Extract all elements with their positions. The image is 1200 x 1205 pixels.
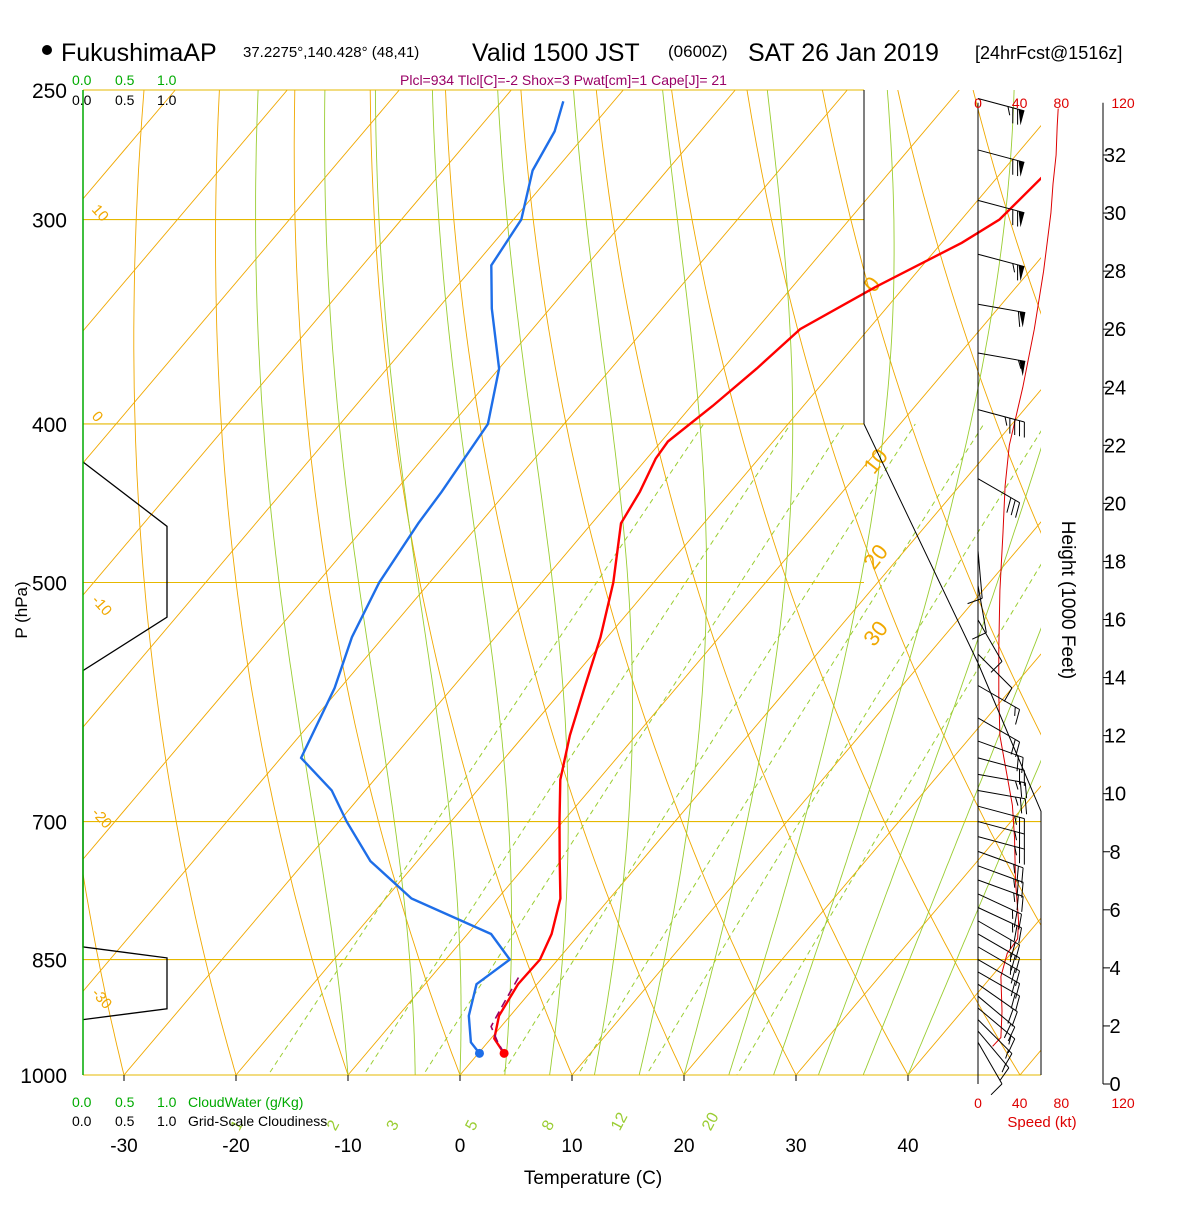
temperature-tick-label: -20 — [222, 1136, 249, 1157]
speed-tick-label: 80 — [1054, 95, 1070, 111]
surface-dewpoint-dot — [475, 1049, 484, 1058]
temperature-tick-label: -30 — [110, 1136, 137, 1157]
speed-tick-label: 120 — [1111, 1095, 1135, 1111]
height-tick-label: 26 — [1104, 319, 1126, 341]
wind-barb-feather — [1015, 707, 1016, 716]
height-tick-label: 12 — [1104, 726, 1126, 748]
speed-tick-label: 0 — [974, 95, 982, 111]
height-tick-label: 20 — [1104, 493, 1126, 515]
height-tick-label: 4 — [1109, 958, 1120, 980]
speed-tick-label: 120 — [1111, 95, 1135, 111]
cloudiness-tick-label: 1.0 — [157, 1113, 177, 1129]
height-tick-label: 24 — [1104, 377, 1126, 399]
stability-indices: Plcl=934 Tlcl[C]=-2 Shox=3 Pwat[cm]=1 Ca… — [400, 72, 727, 88]
temperature-tick-label: 30 — [785, 1136, 806, 1157]
cloudiness-tick-label: 0.5 — [115, 1113, 135, 1129]
height-tick-label: 8 — [1109, 842, 1120, 864]
station-coords: 37.2275°,140.428° (48,41) — [243, 44, 419, 61]
height-tick-label: 6 — [1109, 900, 1120, 922]
pressure-tick-label: 1000 — [20, 1065, 67, 1088]
valid-date: SAT 26 Jan 2019 — [748, 39, 939, 67]
pressure-tick-label: 850 — [32, 950, 67, 973]
cloudiness-tick-label: 0.0 — [72, 1113, 92, 1129]
cloud-water-tick-label: 0.0 — [72, 1094, 92, 1110]
cloudiness-tick-label: 1.0 — [157, 92, 177, 108]
cloudiness-tick-label: 0.0 — [72, 92, 92, 108]
height-tick-label: 2 — [1109, 1016, 1120, 1038]
cloudiness-title: Grid-Scale Cloudiness — [188, 1113, 327, 1129]
temperature-tick-label: 40 — [897, 1136, 918, 1157]
height-tick-label: 28 — [1104, 261, 1126, 283]
cloud-water-tick-label: 0.5 — [115, 1094, 135, 1110]
valid-utc: (0600Z) — [668, 42, 728, 61]
pressure-axis-title: P (hPa) — [12, 581, 31, 638]
height-tick-label: 16 — [1104, 610, 1126, 632]
temperature-tick-label: 10 — [561, 1136, 582, 1157]
forecast-info: [24hrFcst@1516z] — [975, 43, 1122, 63]
cloud-water-tick-label: 0.5 — [115, 72, 135, 88]
surface-temperature-dot — [500, 1049, 509, 1058]
cloudiness-tick-label: 0.5 — [115, 92, 135, 108]
temperature-tick-label: 20 — [673, 1136, 694, 1157]
cloud-water-tick-label: 0.0 — [72, 72, 92, 88]
height-tick-label: 32 — [1104, 145, 1126, 167]
station-name: FukushimaAP — [61, 39, 217, 67]
speed-tick-label: 0 — [974, 1095, 982, 1111]
temperature-tick-label: 0 — [455, 1136, 466, 1157]
pressure-tick-label: 250 — [32, 80, 67, 103]
valid-time: Valid 1500 JST — [472, 39, 640, 67]
speed-axis-title: Speed (kt) — [1007, 1114, 1076, 1131]
station-dot-icon — [42, 45, 52, 55]
pressure-tick-label: 400 — [32, 414, 67, 437]
temperature-axis-title: Temperature (C) — [524, 1168, 662, 1189]
height-tick-label: 18 — [1104, 551, 1126, 573]
wind-barb-feather — [1010, 940, 1011, 949]
temperature-tick-label: -10 — [334, 1136, 361, 1157]
wind-barb-feather — [1010, 953, 1011, 962]
speed-tick-label: 80 — [1054, 1095, 1070, 1111]
wind-barb-feather — [1010, 966, 1011, 975]
cloud-water-tick-label: 1.0 — [157, 72, 177, 88]
height-tick-label: 0 — [1109, 1074, 1120, 1096]
cloud-water-tick-label: 1.0 — [157, 1094, 177, 1110]
speed-tick-label: 40 — [1012, 1095, 1028, 1111]
pressure-tick-label: 500 — [32, 573, 67, 596]
height-tick-label: 22 — [1104, 435, 1126, 457]
height-tick-label: 10 — [1104, 784, 1126, 806]
height-tick-label: 14 — [1104, 668, 1126, 690]
height-tick-label: 30 — [1104, 203, 1126, 225]
height-axis-title: Height (1000 Feet) — [1057, 521, 1078, 679]
pressure-tick-label: 300 — [32, 210, 67, 233]
cloud-water-title: CloudWater (g/Kg) — [188, 1094, 303, 1110]
pressure-tick-label: 700 — [32, 812, 67, 835]
